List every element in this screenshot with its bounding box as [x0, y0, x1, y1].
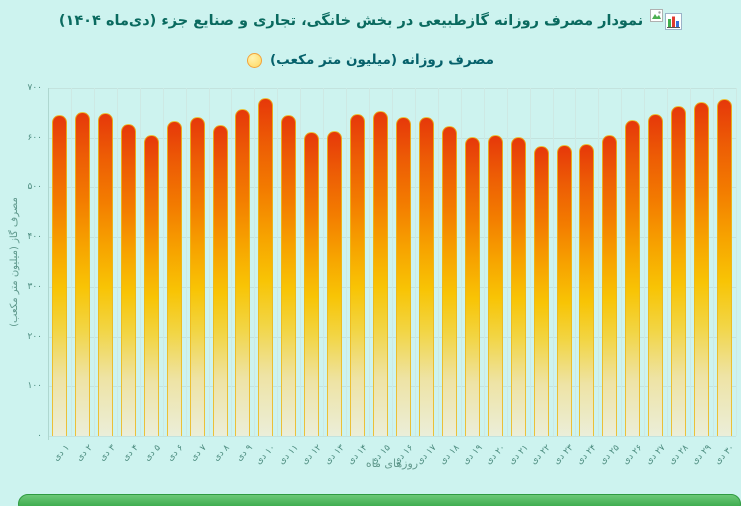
consumption-bar[interactable]	[441, 126, 457, 436]
bar-chart-icon	[665, 12, 683, 30]
legend-label: مصرف روزانه (میلیون متر مکعب)	[270, 52, 494, 68]
vertical-gridline	[736, 88, 737, 436]
vertical-gridline	[254, 88, 256, 436]
y-tick-label: ۶۰۰	[27, 132, 42, 143]
consumption-bar[interactable]	[487, 135, 503, 436]
title-icons	[650, 8, 683, 30]
consumption-bar[interactable]	[258, 98, 274, 436]
y-tick-label: ۱۰۰	[27, 381, 42, 392]
vertical-gridline	[667, 88, 669, 436]
consumption-bar[interactable]	[74, 112, 90, 436]
consumption-bar[interactable]	[143, 134, 159, 436]
chart-header: نمودار مصرف روزانه گازطبیعی در بخش خانگی…	[0, 8, 741, 34]
y-tick-label: ۲۰۰	[27, 331, 42, 342]
y-tick-label: ۷۰۰	[27, 83, 42, 93]
consumption-bar[interactable]	[120, 124, 136, 436]
vertical-gridline	[713, 88, 715, 436]
consumption-bar[interactable]	[395, 117, 411, 436]
consumption-bar[interactable]	[212, 125, 228, 436]
consumption-bar[interactable]	[625, 119, 641, 436]
horizontal-gridline	[48, 436, 736, 437]
consumption-bar[interactable]	[281, 114, 297, 436]
vertical-gridline	[300, 88, 302, 436]
consumption-bar[interactable]	[533, 146, 549, 436]
y-tick-label: ۳۰۰	[27, 281, 42, 292]
y-tick-label: ۵۰۰	[27, 182, 42, 193]
consumption-bar[interactable]	[464, 137, 480, 436]
vertical-gridline	[483, 88, 485, 436]
bottom-green-strip	[18, 494, 741, 506]
consumption-bar[interactable]	[189, 117, 205, 436]
y-axis-line	[48, 88, 49, 440]
vertical-gridline	[277, 88, 279, 436]
vertical-gridline	[644, 88, 646, 436]
x-axis-title: روزهای ماه	[365, 457, 419, 470]
vertical-gridline	[460, 88, 462, 436]
consumption-bar[interactable]	[671, 106, 687, 436]
vertical-gridline	[529, 88, 531, 436]
vertical-gridline	[185, 88, 187, 436]
broken-image-icon	[650, 8, 664, 22]
consumption-bar[interactable]	[51, 114, 67, 436]
consumption-bar[interactable]	[350, 113, 366, 436]
legend-marker-icon	[247, 52, 263, 68]
chart-title: نمودار مصرف روزانه گازطبیعی در بخش خانگی…	[58, 13, 644, 29]
vertical-gridline	[116, 88, 118, 436]
vertical-gridline	[369, 88, 371, 436]
vertical-gridline	[323, 88, 325, 436]
vertical-gridline	[552, 88, 554, 436]
consumption-bar[interactable]	[648, 113, 664, 436]
consumption-bar[interactable]	[579, 144, 595, 436]
vertical-gridline	[231, 88, 233, 436]
vertical-gridline	[70, 88, 72, 436]
vertical-gridline	[392, 88, 393, 436]
consumption-bar[interactable]	[97, 113, 113, 436]
consumption-bar[interactable]	[166, 121, 182, 436]
consumption-bar[interactable]	[602, 134, 618, 436]
vertical-gridline	[208, 88, 210, 436]
vertical-gridline	[598, 88, 600, 436]
vertical-gridline	[690, 88, 692, 436]
consumption-bar[interactable]	[304, 132, 320, 436]
y-tick-label: ۴۰۰	[27, 232, 42, 243]
consumption-bar[interactable]	[717, 98, 733, 436]
vertical-gridline	[414, 88, 416, 436]
consumption-bar[interactable]	[373, 110, 389, 436]
vertical-gridline	[506, 88, 508, 436]
consumption-bar[interactable]	[694, 101, 710, 436]
vertical-gridline	[93, 88, 95, 436]
consumption-bar[interactable]	[327, 131, 343, 436]
consumption-bar[interactable]	[418, 116, 434, 436]
consumption-bar[interactable]	[510, 137, 526, 436]
vertical-gridline	[621, 88, 623, 436]
vertical-gridline	[346, 88, 348, 436]
y-tick-label: ۰	[37, 431, 42, 441]
consumption-bar[interactable]	[556, 145, 572, 436]
vertical-gridline	[162, 88, 164, 436]
legend[interactable]: مصرف روزانه (میلیون متر مکعب)	[0, 50, 741, 70]
vertical-gridline	[139, 88, 141, 436]
vertical-gridline	[437, 88, 439, 436]
consumption-bar[interactable]	[235, 109, 251, 436]
vertical-gridline	[575, 88, 577, 436]
